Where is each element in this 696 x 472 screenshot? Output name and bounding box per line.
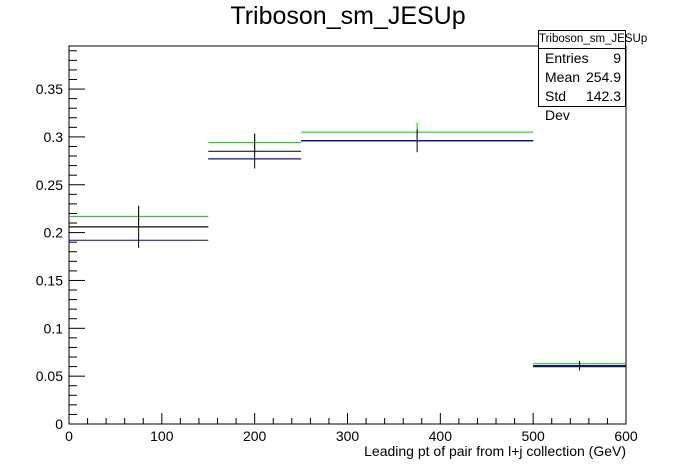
x-tick-label: 0 [65, 428, 73, 444]
y-tick-label: 0.25 [36, 177, 63, 193]
y-tick-label: 0.2 [44, 225, 64, 241]
x-tick-label: 100 [150, 428, 174, 444]
stats-title: Triboson_sm_JESUp [539, 31, 647, 49]
x-tick-label: 300 [336, 428, 360, 444]
stats-stddev-value: 142.3 [585, 88, 621, 104]
stats-entries-value: 9 [613, 50, 621, 66]
stats-mean-row: Mean 254.9 [539, 68, 625, 87]
y-tick-label: 0.05 [36, 368, 63, 384]
data-layer [69, 122, 626, 371]
y-tick-label: 0.35 [36, 81, 63, 97]
y-tick-label: 0.15 [36, 272, 63, 288]
stats-mean-value: 254.9 [585, 69, 621, 85]
y-tick-label: 0.1 [44, 320, 64, 336]
x-tick-label: 400 [429, 428, 453, 444]
stats-entries-label: Entries [545, 50, 589, 66]
x-tick-label: 200 [243, 428, 267, 444]
stats-entries-row: Entries 9 [539, 49, 625, 68]
x-tick-label: 600 [614, 428, 638, 444]
stats-stddev-row: Std Dev 142.3 [539, 87, 625, 123]
x-tick-label: 500 [521, 428, 545, 444]
stats-box: Triboson_sm_JESUp Entries 9 Mean 254.9 S… [538, 30, 647, 123]
y-tick-label: 0.3 [44, 129, 64, 145]
chart-title: Triboson_sm_JESUp [230, 2, 466, 30]
axes-layer: 0 0.05 0.1 0.15 0.2 0.25 0.3 0.35 0 100 200 300 400 5… [36, 45, 638, 444]
y-tick-label: 0 [55, 416, 63, 432]
stats-stddev-label: Std Dev [545, 88, 570, 123]
stats-mean-label: Mean [545, 69, 581, 85]
x-axis-label: Leading pt of pair from l+j collection (… [364, 443, 626, 459]
